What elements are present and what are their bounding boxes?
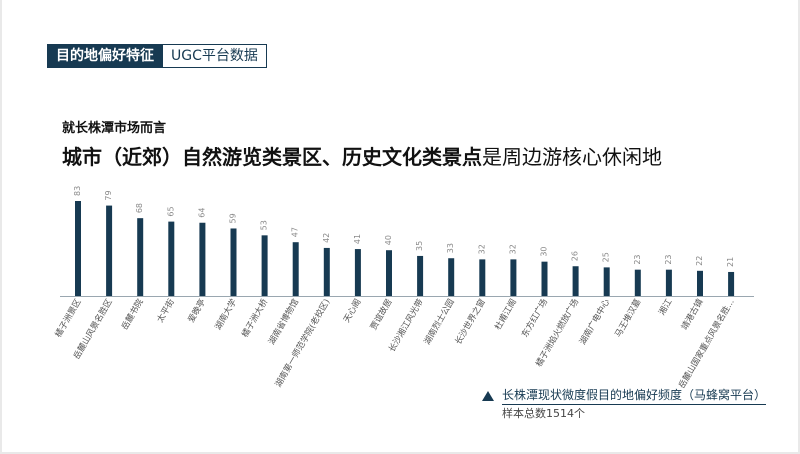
category-label-12: 湖南烈士公园 xyxy=(422,297,457,347)
bar-8 xyxy=(323,247,330,296)
category-label-18: 马王堆汉墓 xyxy=(613,297,644,340)
title-bold: 城市（近郊）自然游览类景区、历史文化类景点 xyxy=(62,145,482,169)
value-label-16: 26 xyxy=(571,251,580,261)
bar-19 xyxy=(665,269,672,296)
category-label-6: 橘子洲大桥 xyxy=(239,297,270,340)
category-label-17: 湖南广电中心 xyxy=(577,297,612,347)
value-label-7: 47 xyxy=(291,227,300,237)
category-label-0: 橘子洲景区 xyxy=(53,297,84,340)
bar-12 xyxy=(448,258,455,296)
bar-11 xyxy=(417,255,424,296)
value-label-21: 21 xyxy=(726,257,735,267)
value-label-13: 32 xyxy=(477,244,486,254)
bar-5 xyxy=(230,228,237,296)
sample-size: 样本总数1514个 xyxy=(502,407,585,420)
value-label-18: 23 xyxy=(633,254,642,264)
slide-title: 城市（近郊）自然游览类景区、历史文化类景点是周边游核心休闲地 xyxy=(62,141,662,170)
value-label-11: 35 xyxy=(415,241,424,251)
value-label-17: 25 xyxy=(602,252,611,262)
value-label-3: 65 xyxy=(166,206,175,216)
bar-10 xyxy=(386,250,392,296)
section-badge: 目的地偏好特征 UGC平台数据 xyxy=(47,44,267,68)
category-label-14: 杜甫江阁 xyxy=(492,297,519,332)
bar-4 xyxy=(199,222,206,296)
category-label-21: 岳麓山国家重点风景名胜... xyxy=(676,297,736,390)
bar-9 xyxy=(354,249,361,296)
category-label-4: 爱晚亭 xyxy=(186,297,208,325)
bar-2 xyxy=(137,218,144,296)
slide-subtitle: 就长株潭市场而言 xyxy=(62,121,167,136)
category-label-10: 贾谊故居 xyxy=(368,297,395,332)
bar-18 xyxy=(634,269,641,296)
value-label-9: 41 xyxy=(353,234,362,244)
category-label-2: 岳麓书院 xyxy=(119,297,146,332)
category-label-7: 湖南省博物馆 xyxy=(266,297,301,347)
value-label-0: 83 xyxy=(73,186,82,196)
value-label-2: 68 xyxy=(135,203,144,213)
value-label-4: 64 xyxy=(197,208,206,218)
bar-21 xyxy=(728,271,735,296)
bar-14 xyxy=(510,259,517,296)
bar-7 xyxy=(292,242,299,296)
bar-0 xyxy=(75,201,81,296)
value-label-19: 23 xyxy=(664,254,673,264)
title-rest: 是周边游核心休闲地 xyxy=(482,145,662,169)
badge-primary: 目的地偏好特征 xyxy=(47,44,163,68)
category-label-13: 长沙世界之窗 xyxy=(453,297,488,347)
value-label-8: 42 xyxy=(322,233,331,243)
value-label-20: 22 xyxy=(695,256,704,266)
bar-3 xyxy=(168,221,175,296)
bar-20 xyxy=(697,270,703,296)
category-label-3: 太平街 xyxy=(155,297,178,325)
bar-15 xyxy=(541,261,548,296)
category-label-20: 靖港古镇 xyxy=(679,297,706,332)
category-label-19: 湘江 xyxy=(656,297,674,318)
bar-17 xyxy=(603,267,610,296)
bar-16 xyxy=(572,266,579,296)
bar-6 xyxy=(261,235,268,296)
value-label-10: 40 xyxy=(384,235,393,245)
value-label-14: 32 xyxy=(508,244,517,254)
value-label-1: 79 xyxy=(104,190,113,200)
badge-secondary: UGC平台数据 xyxy=(163,44,267,68)
legend-label: 长株潭现状微度假目的地偏好频度（马蜂窝平台） xyxy=(502,386,767,405)
category-label-8: 湖南第一师范学院(老校区) xyxy=(273,297,333,389)
value-label-15: 30 xyxy=(540,246,549,256)
chart-legend: 长株潭现状微度假目的地偏好频度（马蜂窝平台） xyxy=(482,386,767,405)
value-label-12: 33 xyxy=(446,243,455,253)
triangle-icon xyxy=(482,390,494,401)
category-label-5: 湖南大学 xyxy=(213,297,240,332)
bar-13 xyxy=(479,259,486,296)
category-label-15: 东方红广场 xyxy=(519,297,550,339)
bar-1 xyxy=(106,205,113,296)
value-label-6: 53 xyxy=(260,220,269,230)
category-label-9: 天心阁 xyxy=(341,297,363,325)
value-label-5: 59 xyxy=(229,213,238,223)
